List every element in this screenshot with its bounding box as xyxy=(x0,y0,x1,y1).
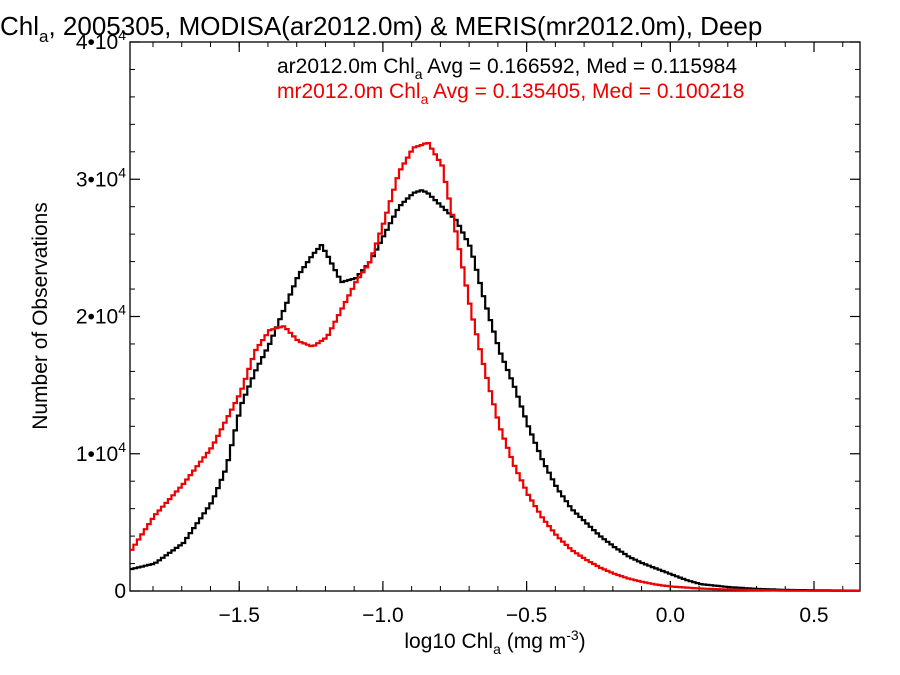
y-tick-label-0: 0 xyxy=(114,580,126,603)
legend-red-post: Avg = 0.135405, Med = 0.100218 xyxy=(428,80,744,103)
x-axis-label: log10 Chla (mg m-3) xyxy=(404,627,585,657)
series-mr2012-line xyxy=(130,142,860,592)
x-axis-label-sup: -3 xyxy=(566,627,579,643)
y-axis-ticks: 0 1•104 2•104 3•104 4•104 xyxy=(76,27,860,603)
legend-black-sub: a xyxy=(415,66,423,82)
y-tick-label-2: 2•104 xyxy=(76,302,126,329)
x-axis-ticks: −1.5 −1.0 −0.5 0.0 0.5 xyxy=(152,42,844,627)
chart-title-pre: Chl xyxy=(0,11,39,41)
plot-frame xyxy=(129,41,861,592)
series-group xyxy=(130,142,860,592)
legend-red-sub: a xyxy=(421,91,429,107)
legend-black-pre: ar2012.0m Chl xyxy=(277,55,415,78)
legend-entry-black: ar2012.0m Chla Avg = 0.166592, Med = 0.1… xyxy=(277,55,737,82)
x-axis-label-sub: a xyxy=(493,641,501,657)
x-axis-label-mid: (mg m xyxy=(501,630,566,653)
x-tick-label-3: 0.0 xyxy=(656,604,685,627)
y-tick-label-1: 1•104 xyxy=(76,439,126,466)
chart-title: Chla, 2005305, MODISA(ar2012.0m) & MERIS… xyxy=(0,11,762,46)
y-axis-label: Number of Observations xyxy=(29,202,52,430)
legend-black-post: Avg = 0.166592, Med = 0.115984 xyxy=(423,55,738,78)
y-tick-label-4: 4•104 xyxy=(76,27,126,54)
x-axis-label-pre: log10 Chl xyxy=(404,630,493,653)
x-tick-label-1: −1.0 xyxy=(362,604,403,627)
x-tick-label-0: −1.5 xyxy=(218,604,259,627)
legend-red-pre: mr2012.0m Chl xyxy=(277,80,421,103)
x-axis-label-post: ) xyxy=(579,630,586,653)
chart-title-post: , 2005305, MODISA(ar2012.0m) & MERIS(mr2… xyxy=(48,11,762,41)
legend-entry-red: mr2012.0m Chla Avg = 0.135405, Med = 0.1… xyxy=(277,80,744,107)
y-tick-label-3: 3•104 xyxy=(76,164,126,191)
series-ar2012-line xyxy=(130,189,860,592)
x-tick-label-4: 0.5 xyxy=(799,604,828,627)
chart-title-sub: a xyxy=(39,27,49,46)
x-tick-label-2: −0.5 xyxy=(506,604,547,627)
